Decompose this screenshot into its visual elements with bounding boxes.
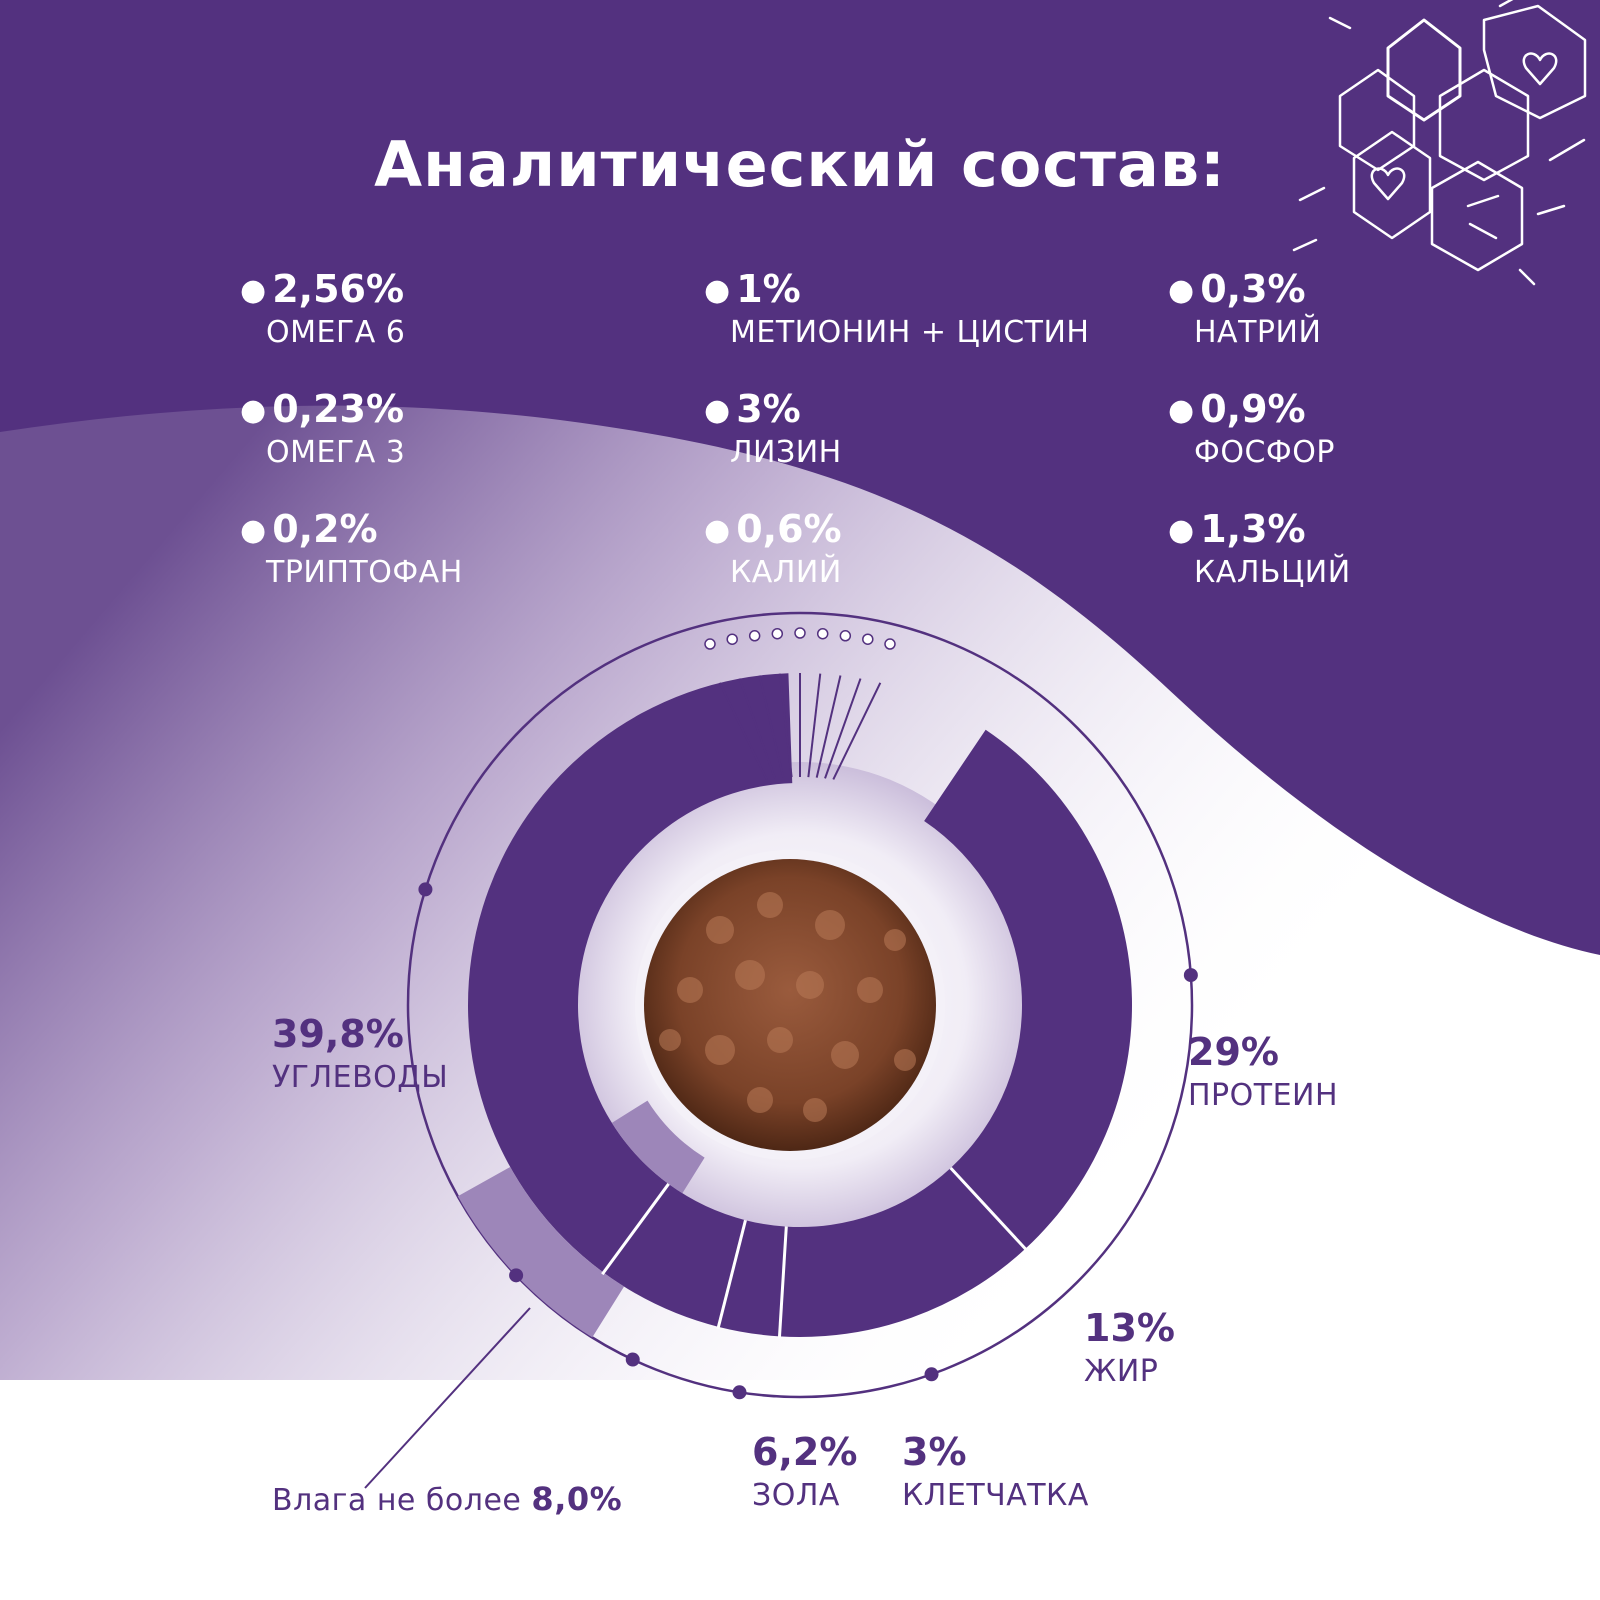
slice-fiber (718, 1220, 787, 1337)
nutrient-name: ЛИЗИН (730, 435, 842, 470)
nutrient-tryptophan: ● 0,2% ТРИПТОФАН (240, 508, 660, 594)
nutrient-name: КАЛИЙ (730, 555, 842, 590)
nutrient-omega6: ● 2,56% ОМЕГА 6 (240, 268, 660, 354)
slice-value: 6,2% (752, 1430, 858, 1474)
slice-label-fiber: 3% КЛЕТЧАТКА (902, 1430, 1089, 1518)
slice-markers (418, 882, 1198, 1400)
nutrient-tick (815, 675, 842, 778)
nutrient-dot (748, 630, 761, 642)
slice-name: ЖИР (1084, 1354, 1159, 1389)
slice-divider (949, 1167, 1028, 1252)
slice-divider (777, 1226, 788, 1339)
nutrient-tick (832, 682, 882, 780)
nutrient-tick (778, 673, 793, 778)
slice-marker-fat (924, 1367, 939, 1382)
slice-divider (716, 1219, 747, 1330)
nutrient-name: НАТРИЙ (1194, 315, 1322, 350)
nutrient-dot (862, 633, 874, 645)
nutrient-value: 0,2% (272, 507, 378, 551)
nutrient-tick (758, 675, 785, 778)
nutrient-value: 1% (736, 267, 801, 311)
slice-label-ash: 6,2% ЗОЛА (752, 1430, 857, 1518)
slice-label-protein: 29% ПРОТЕИН (1188, 1030, 1338, 1118)
moisture-leader-line (364, 1307, 531, 1489)
nutrient-value: 0,3% (1200, 267, 1306, 311)
moisture-text: Влага не более (272, 1483, 522, 1518)
slice-marker-moisture (509, 1268, 524, 1283)
nutrient-tick (738, 678, 776, 779)
nutrient-methionine-cystine: ● 1% МЕТИОНИН + ЦИСТИН (704, 268, 1144, 354)
slice-marker-fiber (732, 1385, 747, 1400)
page-title: Аналитический состав: (374, 128, 1226, 201)
purple-wave (0, 0, 1600, 955)
slice-moisture (457, 1166, 625, 1338)
slice-carbohydrates (467, 673, 793, 1273)
slice-value: 3% (902, 1430, 967, 1474)
slice-divider (601, 1183, 670, 1276)
nutrient-name: КАЛЬЦИЙ (1194, 555, 1351, 590)
slice-value: 39,8% (272, 1012, 404, 1056)
outer-ring-line (406, 611, 1194, 1399)
nutrient-dot (839, 630, 852, 642)
nutrient-name: ОМЕГА 3 (266, 435, 406, 470)
nutrient-omega3: ● 0,23% ОМЕГА 3 (240, 388, 660, 474)
slice-label-carbohydrates: 39,8% УГЛЕВОДЫ (272, 1012, 448, 1100)
nutrient-value: 0,23% (272, 387, 405, 431)
slice-value: 29% (1188, 1030, 1279, 1074)
slice-moisture-inner (611, 1100, 705, 1194)
nutrient-value: 2,56% (272, 267, 405, 311)
nutrient-dot (884, 638, 896, 650)
slice-label-fat: 13% ЖИР (1084, 1306, 1175, 1394)
kibble-texture (659, 892, 916, 1122)
nutrient-dot (794, 627, 806, 639)
slice-marker-carbohydrates (418, 882, 433, 897)
slice-name: УГЛЕВОДЫ (272, 1060, 449, 1095)
nutrient-name: ТРИПТОФАН (266, 555, 463, 590)
nutrient-tick (718, 682, 768, 780)
nutrient-phosphorus: ● 0,9% ФОСФОР (1168, 388, 1588, 474)
nutrient-ticks (704, 627, 896, 780)
nutrient-value: 3% (736, 387, 801, 431)
molecule-hexagons-icon (1292, 0, 1587, 286)
nutrient-name: ОМЕГА 6 (266, 315, 406, 350)
nutrient-calcium: ● 1,3% КАЛЬЦИЙ (1168, 508, 1588, 594)
nutrient-dot (704, 638, 716, 650)
slice-marker-ash (625, 1352, 640, 1367)
nutrient-value: 1,3% (1200, 507, 1306, 551)
nutrient-lysine: ● 3% ЛИЗИН (704, 388, 1124, 474)
slice-name: ЗОЛА (752, 1478, 840, 1513)
nutrient-tick (824, 678, 862, 779)
nutrient-name: МЕТИОНИН + ЦИСТИН (730, 315, 1090, 350)
nutrient-potassium: ● 0,6% КАЛИЙ (704, 508, 1124, 594)
slice-fat (779, 1168, 1026, 1337)
nutrient-tick (807, 673, 822, 778)
outer-ring (406, 611, 1194, 1399)
nutrient-value: 0,9% (1200, 387, 1306, 431)
slice-name: КЛЕТЧАТКА (902, 1478, 1089, 1513)
nutrient-dot (771, 627, 784, 640)
slice-name: ПРОТЕИН (1188, 1078, 1339, 1113)
nutrient-sodium: ● 0,3% НАТРИЙ (1168, 268, 1588, 354)
nutrient-dot (726, 633, 738, 645)
slice-protein (924, 729, 1132, 1249)
donut-slices (457, 673, 1132, 1338)
slice-dividers (601, 1167, 1028, 1339)
slice-value: 13% (1084, 1306, 1175, 1350)
nutrient-value: 0,6% (736, 507, 842, 551)
moisture-value: 8,0% (531, 1480, 623, 1518)
nutrient-name: ФОСФОР (1194, 435, 1335, 470)
slice-ash (603, 1183, 746, 1327)
nutrient-dot (816, 627, 829, 640)
slice-marker-protein (1183, 968, 1198, 983)
moisture-label: Влага не более 8,0% (272, 1480, 622, 1518)
